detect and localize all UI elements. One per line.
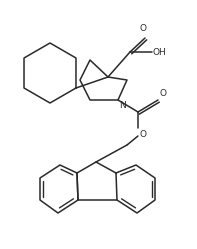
Text: OH: OH [153,48,167,57]
Text: N: N [119,101,126,110]
Text: O: O [160,89,167,98]
Text: O: O [139,24,147,33]
Text: O: O [140,130,147,139]
